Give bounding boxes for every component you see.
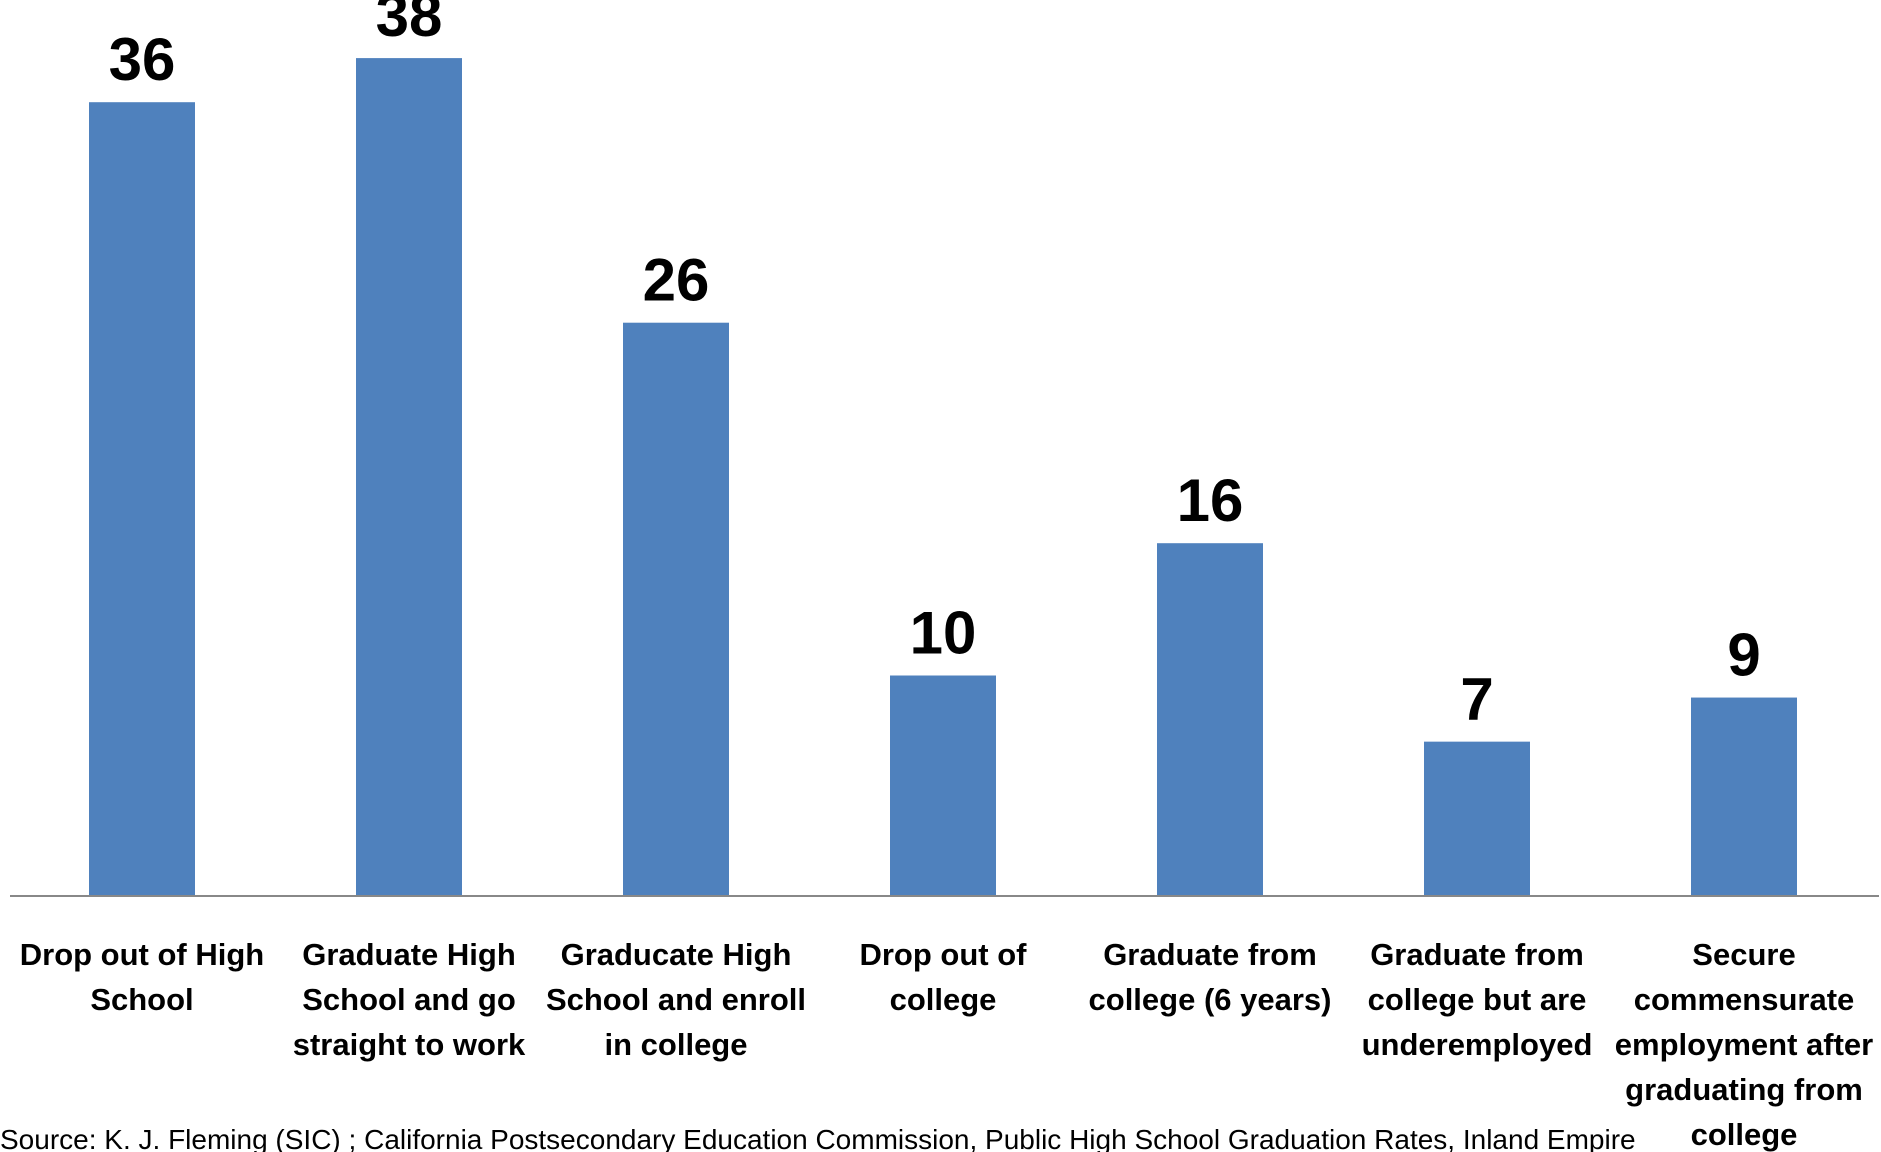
x-tick-label: Drop out of High School <box>19 937 265 1017</box>
source-note: Source: K. J. Fleming (SIC) ; California… <box>0 1124 1636 1152</box>
value-label: 7 <box>1460 666 1493 733</box>
value-label: 16 <box>1177 467 1244 534</box>
bar <box>623 322 729 896</box>
value-label: 26 <box>643 247 710 314</box>
bar <box>1157 543 1263 896</box>
value-label: 38 <box>376 0 443 49</box>
bar <box>89 102 195 896</box>
x-tick-label: Drop out of college <box>859 937 1027 1017</box>
x-tick-label: Secure commensurate employment after gra… <box>1614 937 1874 1152</box>
x-tick-label: Graduate High School and go straight to … <box>292 937 526 1062</box>
bar <box>1691 697 1797 896</box>
value-label: 10 <box>910 600 977 667</box>
value-label: 9 <box>1727 622 1760 689</box>
bar <box>890 675 996 896</box>
bar <box>1424 741 1530 896</box>
value-label: 36 <box>109 26 176 93</box>
x-tick-label: Graducate High School and enroll in coll… <box>545 937 807 1062</box>
x-tick-label: Graduate from college (6 years) <box>1088 937 1332 1017</box>
bar <box>356 58 462 897</box>
x-tick-label: Graduate from college but are underemplo… <box>1361 937 1593 1062</box>
